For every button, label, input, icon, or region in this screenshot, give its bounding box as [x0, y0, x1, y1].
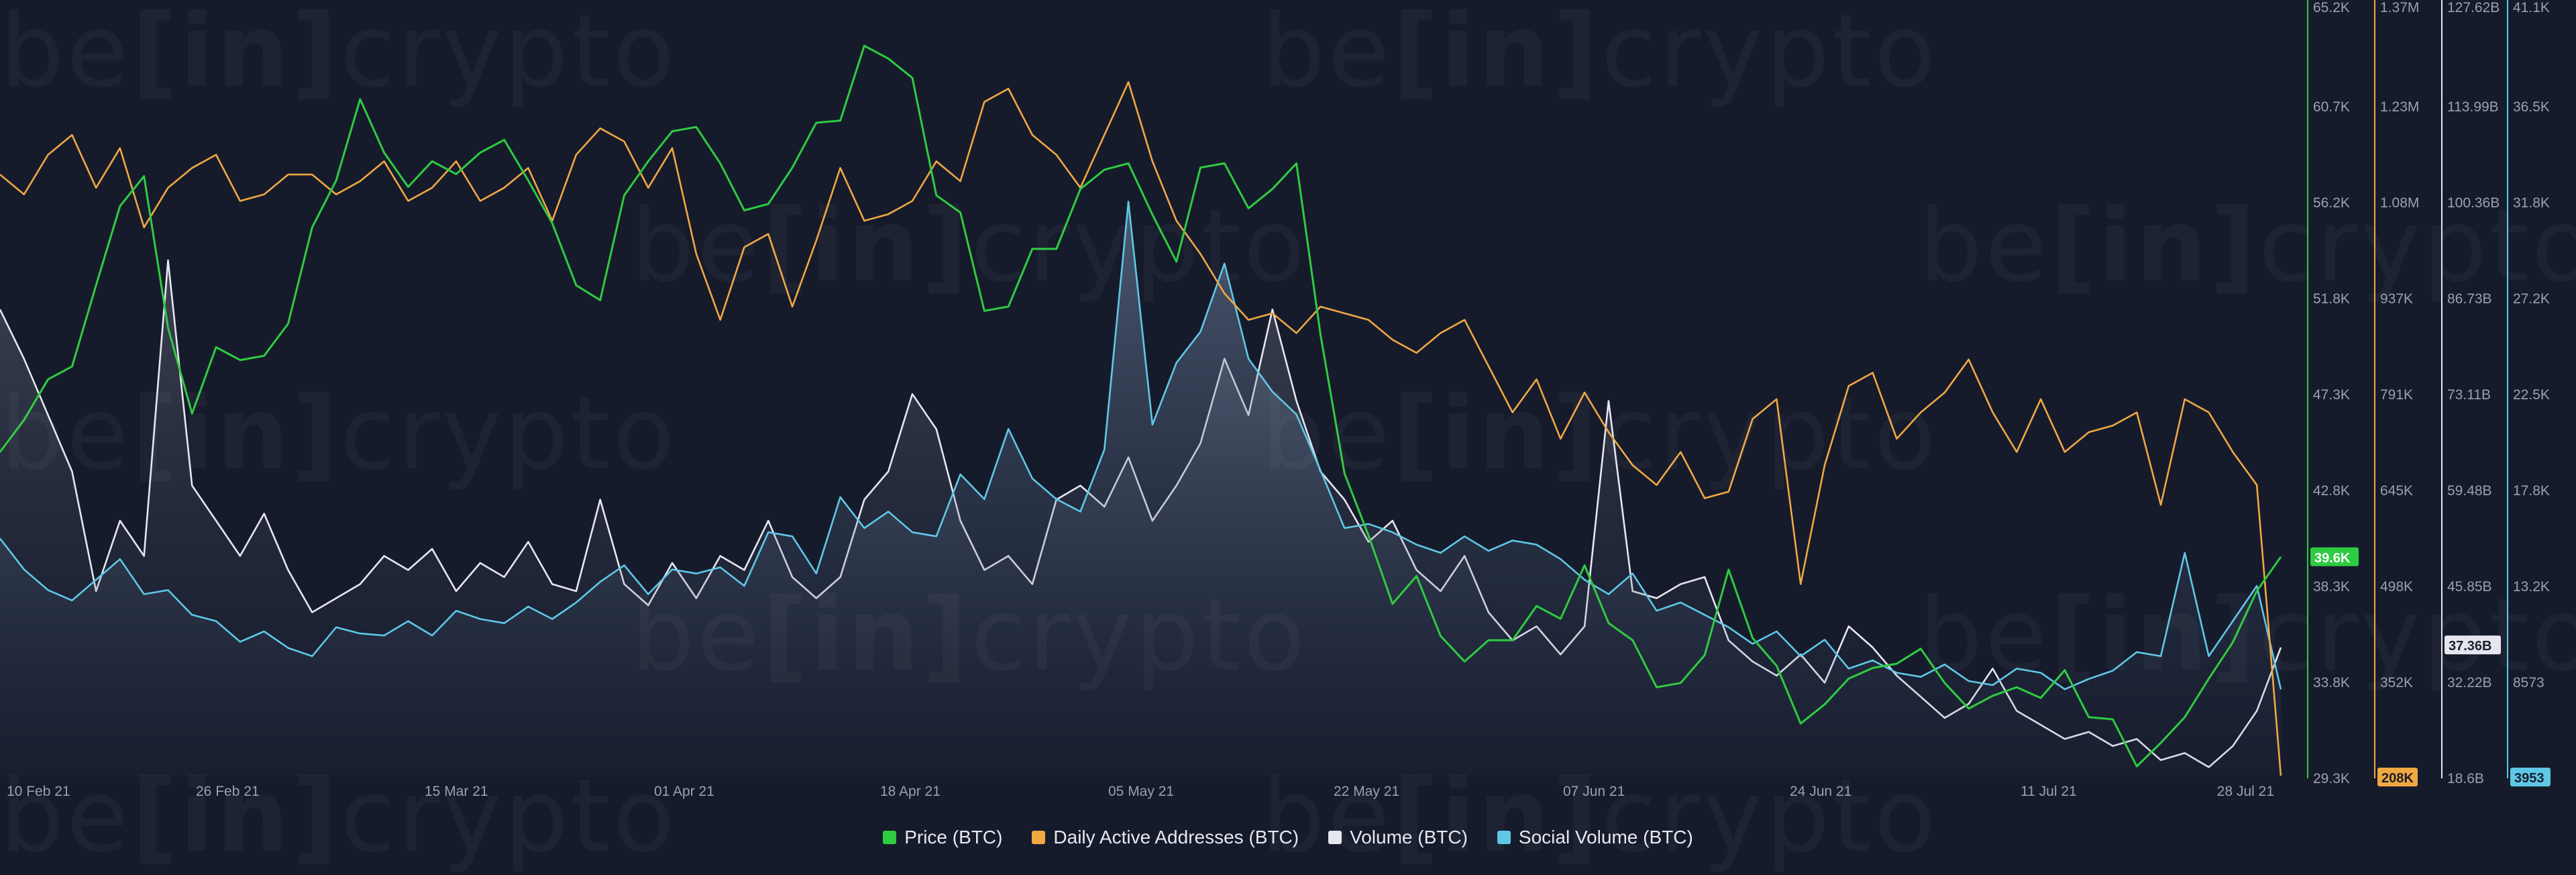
y-tick-label-social-volume-btc: 36.5K: [2513, 99, 2550, 115]
y-tick-label-daily-active-addresses-btc: 1.08M: [2380, 195, 2419, 211]
y-tick-label-volume-btc: 127.62B: [2447, 0, 2500, 15]
x-axis: 10 Feb 21 26 Feb 21 15 Mar 21 01 Apr 21 18 A…: [7, 784, 2274, 799]
x-tick-label: 10 Feb 21: [7, 784, 70, 799]
series-fill-social-volume-btc: [0, 201, 2281, 777]
legend: Price (BTC) Daily Active Addresses (BTC)…: [0, 827, 2576, 848]
y-tick-label-social-volume-btc: 31.8K: [2513, 195, 2550, 211]
y-tick-label-social-volume-btc: 27.2K: [2513, 291, 2550, 307]
y-tick-label-price-btc: 33.8K: [2313, 675, 2350, 690]
last-value-label-daily-active-addresses-btc: 208K: [2381, 771, 2414, 786]
y-tick-label-price-btc: 65.2K: [2313, 0, 2350, 15]
legend-item-volume[interactable]: Volume (BTC): [1328, 827, 1468, 848]
y-tick-label-volume-btc: 100.36B: [2447, 195, 2500, 211]
last-value-badge-volume-btc: [2445, 635, 2501, 655]
y-tick-label-daily-active-addresses-btc: 352K: [2380, 675, 2413, 690]
series-line-daily-active-addresses-btc: [0, 81, 2282, 776]
y-tick-label-volume-btc: 73.11B: [2447, 387, 2491, 403]
plot-area: [0, 44, 2282, 777]
y-tick-label-volume-btc: 45.85B: [2447, 579, 2492, 595]
y-tick-label-daily-active-addresses-btc: 791K: [2380, 387, 2413, 403]
last-value-label-price-btc: 39.6K: [2314, 551, 2351, 566]
y-tick-label-daily-active-addresses-btc: 498K: [2380, 579, 2413, 595]
y-tick-label-social-volume-btc: 8573: [2513, 675, 2544, 690]
y-tick-label-social-volume-btc: 22.5K: [2513, 387, 2550, 403]
y-tick-label-daily-active-addresses-btc: 645K: [2380, 483, 2413, 499]
last-value-badge-price-btc: [2310, 547, 2359, 566]
y-axes: 65.2K 60.7K 56.2K 51.8K 47.3K 42.8K 38.3K 33.8K…: [2307, 0, 2551, 786]
y-tick-label-social-volume-btc: 41.1K: [2513, 0, 2550, 15]
legend-label-daily-active-addresses: Daily Active Addresses (BTC): [1053, 827, 1299, 847]
series-line-price-btc: [0, 44, 2282, 768]
x-tick-label: 15 Mar 21: [425, 784, 488, 799]
legend-item-social-volume[interactable]: Social Volume (BTC): [1497, 827, 1693, 848]
y-tick-label-price-btc: 47.3K: [2313, 387, 2350, 403]
x-tick-label: 07 Jun 21: [1563, 784, 1625, 799]
last-value-badge-daily-active-addresses-btc: [2377, 768, 2418, 786]
y-tick-label-volume-btc: 113.99B: [2447, 99, 2499, 115]
legend-swatch-daily-active-addresses: [1032, 831, 1046, 844]
legend-item-daily-active-addresses[interactable]: Daily Active Addresses (BTC): [1032, 827, 1299, 848]
legend-swatch-social-volume: [1497, 831, 1511, 844]
y-tick-label-price-btc: 51.8K: [2313, 291, 2350, 307]
legend-item-price[interactable]: Price (BTC): [883, 827, 1002, 848]
series-line-social-volume-btc: [0, 201, 2282, 690]
y-tick-label-volume-btc: 18.6B: [2447, 771, 2484, 786]
x-tick-label: 11 Jul 21: [2021, 784, 2077, 799]
y-tick-label-social-volume-btc: 17.8K: [2513, 483, 2550, 499]
last-value-label-volume-btc: 37.36B: [2449, 639, 2492, 654]
legend-swatch-volume: [1328, 831, 1342, 844]
x-tick-label: 01 Apr 21: [654, 784, 714, 799]
y-tick-label-daily-active-addresses-btc: 1.37M: [2380, 0, 2419, 15]
x-tick-label: 05 May 21: [1108, 784, 1174, 799]
legend-label-price: Price (BTC): [904, 827, 1003, 847]
y-tick-label-price-btc: 56.2K: [2313, 195, 2350, 211]
y-tick-label-price-btc: 38.3K: [2313, 579, 2350, 595]
y-tick-label-price-btc: 60.7K: [2313, 99, 2350, 115]
x-tick-label: 28 Jul 21: [2217, 784, 2274, 799]
y-tick-label-daily-active-addresses-btc: 1.23M: [2380, 99, 2419, 115]
last-value-label-social-volume-btc: 3953: [2514, 771, 2544, 786]
x-tick-label: 24 Jun 21: [1790, 784, 1851, 799]
x-tick-label: 26 Feb 21: [196, 784, 260, 799]
y-tick-label-price-btc: 29.3K: [2313, 771, 2350, 786]
legend-label-social-volume: Social Volume (BTC): [1518, 827, 1693, 847]
y-tick-label-volume-btc: 59.48B: [2447, 483, 2492, 499]
y-tick-label-social-volume-btc: 13.2K: [2513, 579, 2550, 595]
y-tick-label-volume-btc: 32.22B: [2447, 675, 2492, 690]
legend-label-volume: Volume (BTC): [1350, 827, 1468, 847]
x-tick-label: 22 May 21: [1334, 784, 1399, 799]
legend-swatch-price: [883, 831, 897, 844]
x-tick-label: 18 Apr 21: [880, 784, 941, 799]
last-value-badge-social-volume-btc: [2510, 768, 2551, 786]
y-tick-label-price-btc: 42.8K: [2313, 483, 2350, 499]
y-tick-label-volume-btc: 86.73B: [2447, 291, 2492, 307]
y-tick-label-daily-active-addresses-btc: 937K: [2380, 291, 2413, 307]
